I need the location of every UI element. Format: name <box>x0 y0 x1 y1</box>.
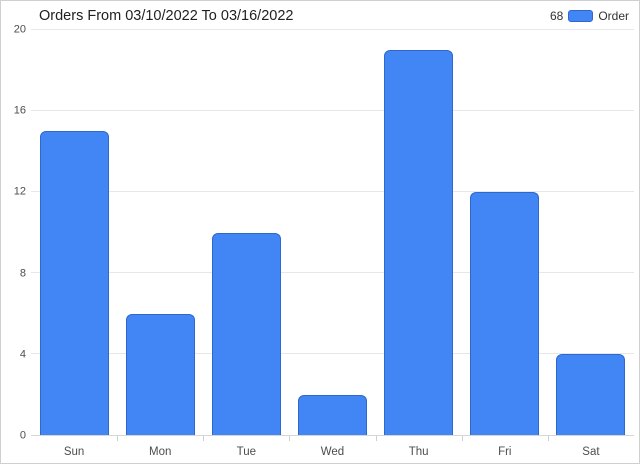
bar-column-tue <box>203 30 289 435</box>
bar-wed[interactable] <box>298 394 367 435</box>
x-axis-tick <box>203 436 205 441</box>
legend-color-swatch <box>568 10 594 22</box>
gridline-16 <box>31 110 634 111</box>
bar-column-wed <box>289 30 375 435</box>
x-axis-tick <box>375 436 377 441</box>
x-axis-tick <box>461 436 463 441</box>
legend[interactable]: 68 Order <box>550 9 629 23</box>
bar-sat[interactable] <box>556 354 626 435</box>
x-axis-tick <box>547 436 549 441</box>
x-axis-label-thu: Thu <box>408 446 429 458</box>
x-axis-labels: Sun Mon Tue Wed Thu Fri Sat <box>31 446 634 458</box>
gridline-4 <box>31 353 634 354</box>
x-axis-tick <box>289 436 291 441</box>
gridline-8 <box>31 272 634 273</box>
x-axis-label-fri: Fri <box>498 446 512 458</box>
bar-mon[interactable] <box>125 313 195 435</box>
y-tick-label-16: 16 <box>13 104 26 117</box>
y-tick-label-8: 8 <box>19 267 26 280</box>
plot-area <box>31 29 634 441</box>
bar-column-sat <box>548 30 634 435</box>
y-axis: 0 4 8 12 16 20 <box>1 24 28 441</box>
legend-total-count: 68 <box>549 9 564 23</box>
y-tick-label-4: 4 <box>19 348 26 361</box>
x-axis-label-tue: Tue <box>236 446 257 458</box>
y-tick-label-20: 20 <box>13 23 26 36</box>
gridline-20 <box>31 29 634 30</box>
bar-fri[interactable] <box>470 192 540 435</box>
bar-tue[interactable] <box>211 232 281 435</box>
gridline-12 <box>31 191 634 192</box>
x-axis-label-mon: Mon <box>149 446 172 458</box>
bar-sun[interactable] <box>39 131 109 435</box>
x-axis-label-sat: Sat <box>582 446 600 458</box>
bar-column-sun <box>31 30 117 435</box>
bar-column-fri <box>462 30 548 435</box>
y-tick-label-12: 12 <box>13 185 26 198</box>
x-axis-label-sun: Sun <box>63 446 85 458</box>
bar-column-mon <box>117 30 203 435</box>
x-axis-tick <box>117 436 119 441</box>
chart-title: Orders From 03/10/2022 To 03/16/2022 <box>39 8 294 24</box>
bars-container <box>31 30 634 435</box>
bar-column-thu <box>376 30 462 435</box>
legend-series-label: Order <box>598 9 629 23</box>
bar-thu[interactable] <box>384 50 454 435</box>
y-tick-label-0: 0 <box>19 429 26 442</box>
x-axis-label-wed: Wed <box>320 446 345 458</box>
